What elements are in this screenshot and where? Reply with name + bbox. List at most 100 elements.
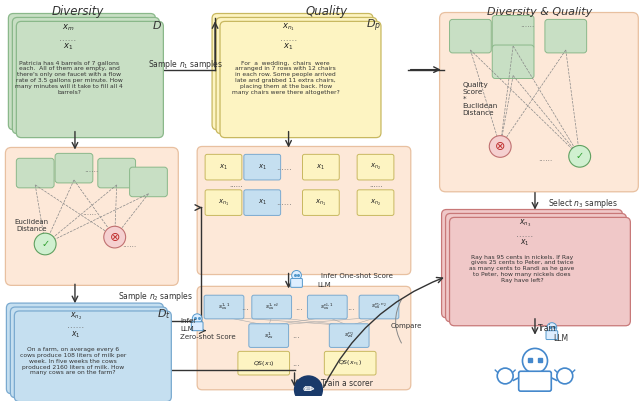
Text: ......: ...... <box>280 34 297 43</box>
Text: $s_{zs}^{n_2}$: $s_{zs}^{n_2}$ <box>344 330 354 341</box>
Text: $s_{os}^{n_1,1}$: $s_{os}^{n_1,1}$ <box>320 302 334 312</box>
Text: Euclidean
Distance: Euclidean Distance <box>14 219 48 232</box>
Text: ✏: ✏ <box>303 383 314 396</box>
Text: ✓: ✓ <box>575 151 584 161</box>
Text: ......: ...... <box>67 321 84 330</box>
FancyBboxPatch shape <box>130 167 167 197</box>
FancyBboxPatch shape <box>359 295 399 319</box>
Text: Zero-shot Score: Zero-shot Score <box>180 334 236 340</box>
Circle shape <box>489 136 511 157</box>
Circle shape <box>547 323 557 332</box>
Text: $D_p$: $D_p$ <box>367 17 381 34</box>
FancyBboxPatch shape <box>492 16 534 49</box>
Text: ......: ...... <box>369 182 383 188</box>
Text: $s_{os}^{1,n_2}$: $s_{os}^{1,n_2}$ <box>264 302 279 312</box>
Circle shape <box>294 376 323 401</box>
Text: ✏: ✏ <box>303 383 314 397</box>
FancyBboxPatch shape <box>197 146 411 275</box>
Text: $x_m$: $x_m$ <box>61 22 74 32</box>
Text: Quality: Quality <box>305 5 348 18</box>
FancyBboxPatch shape <box>252 295 292 319</box>
Text: ⊗: ⊗ <box>109 231 120 243</box>
Circle shape <box>497 368 513 384</box>
FancyBboxPatch shape <box>220 21 381 138</box>
FancyBboxPatch shape <box>307 295 347 319</box>
Text: Diversity: Diversity <box>52 5 104 18</box>
FancyBboxPatch shape <box>8 14 156 130</box>
Text: $x_1$: $x_1$ <box>63 42 73 52</box>
FancyBboxPatch shape <box>10 307 167 398</box>
Text: ......: ...... <box>60 34 77 43</box>
Text: Infer One-shot Score: Infer One-shot Score <box>321 273 393 279</box>
Text: LLM: LLM <box>317 282 331 288</box>
Text: $x_1$: $x_1$ <box>71 329 81 340</box>
Text: Train: Train <box>538 324 557 333</box>
Text: $QS(x_{n_1})$: $QS(x_{n_1})$ <box>339 358 362 368</box>
Text: For  a  wedding,  chairs  were
arranged in 7 rows with 12 chairs
in each row. So: For a wedding, chairs were arranged in 7… <box>232 61 339 95</box>
Text: ......: ...... <box>122 241 137 249</box>
Text: $x_1$: $x_1$ <box>219 162 228 172</box>
Text: LLM: LLM <box>180 326 194 332</box>
Circle shape <box>34 233 56 255</box>
Circle shape <box>557 368 573 384</box>
Text: ✓: ✓ <box>41 239 49 249</box>
Text: ......: ...... <box>82 208 96 217</box>
Text: ...: ... <box>296 302 303 312</box>
Circle shape <box>292 271 301 280</box>
FancyBboxPatch shape <box>17 21 163 138</box>
Circle shape <box>192 314 202 324</box>
Text: $x_{n_2}$: $x_{n_2}$ <box>370 162 381 172</box>
FancyBboxPatch shape <box>212 14 373 130</box>
Text: ......: ...... <box>516 230 534 239</box>
Text: Train a scorer: Train a scorer <box>321 379 373 388</box>
Text: ......: ...... <box>276 163 291 172</box>
Text: Diversity & Quality: Diversity & Quality <box>487 6 593 16</box>
Text: Quality
Score
*
Euclidean
Distance: Quality Score * Euclidean Distance <box>463 82 498 116</box>
Text: $x_{n_1}$: $x_{n_1}$ <box>282 22 295 33</box>
FancyBboxPatch shape <box>191 322 203 331</box>
Text: $s_{zs}^1$: $s_{zs}^1$ <box>264 330 273 341</box>
Text: ...: ... <box>292 331 300 340</box>
FancyBboxPatch shape <box>545 19 587 53</box>
FancyBboxPatch shape <box>205 190 242 215</box>
Text: $x_1$: $x_1$ <box>284 42 294 52</box>
Text: $D$: $D$ <box>152 19 163 31</box>
FancyBboxPatch shape <box>238 351 289 375</box>
Text: $QS(x_1)$: $QS(x_1)$ <box>253 358 275 368</box>
Text: ...: ... <box>348 302 355 312</box>
FancyBboxPatch shape <box>357 190 394 215</box>
FancyBboxPatch shape <box>197 286 411 390</box>
Text: ......: ...... <box>538 154 552 163</box>
Text: Sample $n_2$ samples: Sample $n_2$ samples <box>118 290 193 303</box>
Text: ......: ...... <box>520 20 534 29</box>
Text: $x_1$: $x_1$ <box>258 198 267 207</box>
FancyBboxPatch shape <box>12 17 159 134</box>
FancyBboxPatch shape <box>17 158 54 188</box>
Circle shape <box>522 348 547 373</box>
Circle shape <box>569 146 591 167</box>
FancyBboxPatch shape <box>324 351 376 375</box>
Text: ...: ... <box>241 302 249 312</box>
Text: $x_{n_2}$: $x_{n_2}$ <box>370 198 381 208</box>
Text: ......: ...... <box>84 165 98 174</box>
Text: $s_{os}^{n_1,n_2}$: $s_{os}^{n_1,n_2}$ <box>371 302 387 312</box>
Text: Select $n_3$ samples: Select $n_3$ samples <box>548 197 618 210</box>
Text: On a farm, on average every 6
cows produce 108 liters of milk per
week. In five : On a farm, on average every 6 cows produ… <box>20 347 126 375</box>
Text: Infer: Infer <box>180 318 196 324</box>
FancyBboxPatch shape <box>244 190 280 215</box>
FancyBboxPatch shape <box>249 324 289 347</box>
Text: ......: ...... <box>276 198 291 207</box>
FancyBboxPatch shape <box>357 154 394 180</box>
FancyBboxPatch shape <box>205 154 242 180</box>
Text: ...: ... <box>292 358 300 368</box>
FancyBboxPatch shape <box>518 371 551 391</box>
FancyBboxPatch shape <box>291 278 302 288</box>
FancyBboxPatch shape <box>492 45 534 79</box>
Text: $x_1$: $x_1$ <box>520 238 530 248</box>
FancyBboxPatch shape <box>55 153 93 183</box>
Text: $x_{n_1}$: $x_{n_1}$ <box>218 198 229 208</box>
FancyBboxPatch shape <box>440 12 638 192</box>
FancyBboxPatch shape <box>546 331 557 340</box>
FancyBboxPatch shape <box>244 154 280 180</box>
FancyBboxPatch shape <box>6 303 163 394</box>
